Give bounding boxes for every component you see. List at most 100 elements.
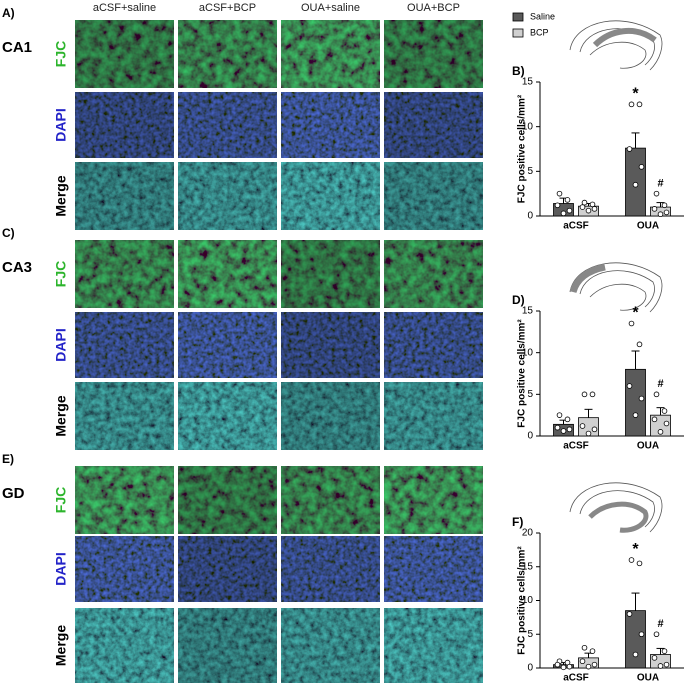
panel-letter: E) bbox=[2, 452, 14, 466]
hippocampus-icon-gd bbox=[569, 482, 663, 533]
micrograph-texture bbox=[75, 536, 174, 602]
micrograph-texture bbox=[178, 20, 277, 88]
x-tick-label: aCSF bbox=[563, 673, 589, 683]
data-point bbox=[579, 423, 586, 429]
y-tick-label: 5 bbox=[527, 166, 533, 177]
y-tick-label: 10 bbox=[522, 595, 534, 606]
y-tick-label: 15 bbox=[522, 77, 534, 88]
data-point bbox=[626, 146, 633, 152]
micrograph-texture bbox=[384, 382, 483, 450]
data-point bbox=[589, 391, 596, 398]
data-point bbox=[591, 206, 598, 212]
data-point bbox=[663, 420, 670, 427]
micrograph-texture bbox=[384, 536, 483, 602]
micrograph-texture bbox=[75, 162, 174, 230]
column-header: aCSF+saline bbox=[93, 2, 156, 14]
micrograph-texture bbox=[75, 466, 174, 534]
y-axis-label: FJC positive cells/mm² bbox=[517, 546, 528, 655]
data-point bbox=[651, 655, 658, 661]
y-axis-label: FJC positive cells/mm² bbox=[517, 94, 528, 203]
micrograph-texture bbox=[75, 608, 174, 683]
y-tick-label: 0 bbox=[527, 431, 533, 442]
column-header: OUA+BCP bbox=[407, 2, 460, 14]
data-point bbox=[657, 663, 664, 669]
micrograph-texture bbox=[384, 92, 483, 158]
micrograph-texture bbox=[75, 382, 174, 450]
data-point bbox=[638, 631, 645, 638]
y-tick-label: 5 bbox=[527, 629, 533, 640]
data-point bbox=[554, 661, 561, 668]
significance-mark: # bbox=[657, 618, 663, 630]
row-label: DAPI bbox=[53, 328, 69, 361]
data-point bbox=[581, 391, 588, 398]
row-label: Merge bbox=[53, 395, 69, 436]
micrograph-texture bbox=[178, 312, 277, 378]
row-label: DAPI bbox=[53, 108, 69, 141]
data-point bbox=[663, 661, 670, 668]
data-point bbox=[579, 204, 586, 210]
panel-letter: C) bbox=[2, 226, 15, 240]
data-point bbox=[581, 199, 588, 206]
micrograph-texture bbox=[281, 240, 380, 308]
bar bbox=[625, 610, 646, 669]
data-point bbox=[653, 391, 660, 398]
data-point bbox=[628, 320, 635, 327]
region-label: CA1 bbox=[2, 39, 32, 56]
x-tick-label: OUA bbox=[637, 221, 659, 232]
data-point bbox=[636, 101, 643, 108]
y-tick-label: 10 bbox=[522, 121, 534, 132]
data-point bbox=[626, 611, 633, 617]
row-label: Merge bbox=[53, 625, 69, 666]
column-header: OUA+saline bbox=[301, 2, 360, 14]
data-point bbox=[591, 426, 598, 433]
data-point bbox=[566, 207, 573, 214]
micrograph-texture bbox=[281, 466, 380, 534]
data-point bbox=[653, 631, 660, 638]
data-point bbox=[585, 430, 592, 437]
data-point bbox=[560, 664, 567, 671]
data-point bbox=[632, 651, 639, 658]
panel-letter: A) bbox=[2, 6, 15, 20]
legend-label: BCP bbox=[530, 27, 549, 37]
data-point bbox=[628, 101, 635, 108]
micrograph-texture bbox=[281, 608, 380, 683]
data-point bbox=[556, 412, 563, 418]
hippocampus-icon-ca1 bbox=[569, 20, 663, 71]
micrograph-texture bbox=[384, 240, 483, 308]
panel-label: B) bbox=[512, 64, 525, 78]
data-point bbox=[661, 648, 668, 654]
region-label: GD bbox=[2, 485, 25, 502]
data-point bbox=[566, 426, 573, 433]
micrograph-texture bbox=[178, 162, 277, 230]
data-point bbox=[632, 181, 639, 188]
micrograph-texture bbox=[75, 312, 174, 378]
data-point bbox=[636, 560, 643, 567]
data-point bbox=[566, 663, 573, 670]
y-axis-label: FJC positive cells/mm² bbox=[517, 319, 528, 428]
row-label: Merge bbox=[53, 175, 69, 216]
data-point bbox=[560, 210, 567, 217]
micrograph-texture bbox=[281, 162, 380, 230]
micrograph-texture bbox=[384, 162, 483, 230]
micrograph-texture bbox=[75, 240, 174, 308]
data-point bbox=[560, 428, 567, 434]
y-tick-label: 10 bbox=[522, 347, 534, 358]
panel-label: F) bbox=[512, 515, 523, 529]
column-header: aCSF+BCP bbox=[199, 2, 256, 14]
y-tick-label: 5 bbox=[527, 389, 533, 400]
legend-label: Saline bbox=[530, 11, 555, 21]
x-tick-label: aCSF bbox=[563, 441, 589, 452]
micrograph-texture bbox=[75, 92, 174, 158]
data-point bbox=[661, 408, 668, 414]
micrograph-texture bbox=[281, 312, 380, 378]
micrograph-texture bbox=[178, 466, 277, 534]
data-point bbox=[661, 202, 668, 209]
x-tick-label: aCSF bbox=[563, 221, 589, 232]
data-point bbox=[628, 557, 635, 563]
row-label: FJC bbox=[53, 487, 69, 513]
data-point bbox=[554, 202, 561, 209]
data-point bbox=[663, 209, 670, 216]
significance-mark: # bbox=[657, 178, 663, 190]
data-point bbox=[556, 190, 563, 197]
